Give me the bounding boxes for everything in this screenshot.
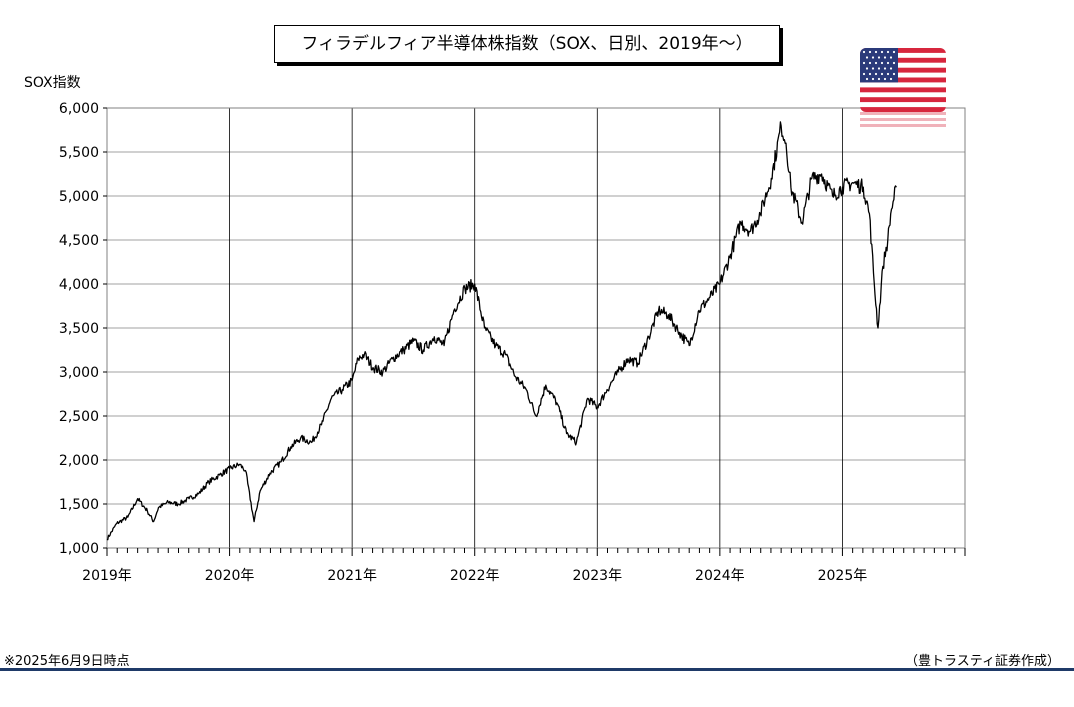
y-tick-label: 4,000: [59, 277, 99, 293]
x-tick-label: 2021年: [327, 568, 377, 584]
x-tick-label: 2023年: [572, 568, 622, 584]
y-tick-label: 6,000: [59, 101, 99, 117]
y-tick-label: 1,500: [59, 497, 99, 513]
y-tick-label: 2,500: [59, 409, 99, 425]
y-tick-label: 5,500: [59, 145, 99, 161]
x-tick-label: 2019年: [82, 568, 132, 584]
y-tick-label: 4,500: [59, 233, 99, 249]
x-tick-label: 2025年: [818, 568, 868, 584]
y-tick-label: 1,000: [59, 541, 99, 557]
y-axis-label: SOX指数: [24, 75, 81, 91]
footnote: ※2025年6月9日時点: [4, 654, 130, 669]
x-tick-label: 2022年: [450, 568, 500, 584]
flag-reflection: [860, 112, 946, 128]
y-tick-label: 5,000: [59, 189, 99, 205]
x-tick-label: 2024年: [695, 568, 745, 584]
bottom-rule: [0, 668, 1074, 671]
us-flag-icon: [860, 48, 946, 112]
series-line-sox: [106, 121, 897, 541]
x-tick-label: 2020年: [205, 568, 255, 584]
y-tick-label: 3,500: [59, 321, 99, 337]
y-tick-label: 3,000: [59, 365, 99, 381]
x-axis: 2019年 2020年 2021年 2022年 2023年 2024年 2025年: [82, 548, 966, 584]
y-axis: 1,000 1,500 2,000 2,500 3,000 3,500 4,000 4,500…: [59, 101, 107, 557]
y-tick-label: 2,000: [59, 453, 99, 469]
grid: [107, 108, 965, 548]
chart-title: フィラデルフィア半導体株指数（SOX、日別、2019年～）: [274, 25, 780, 63]
source-note: （豊トラスティ証券作成）: [905, 654, 1060, 669]
